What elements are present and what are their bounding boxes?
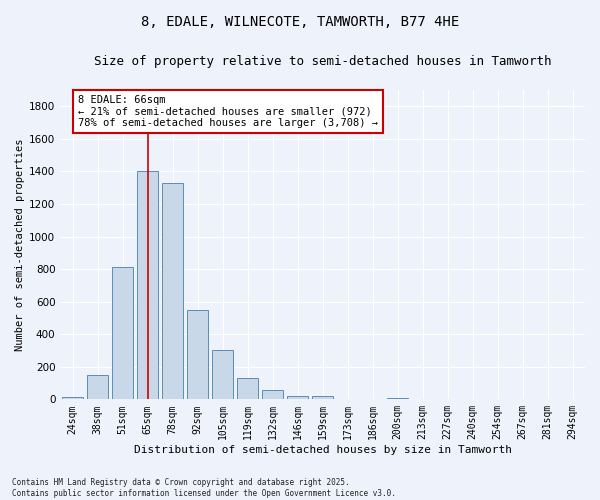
Bar (112, 268, 133, 400)
Bar (237, 378, 258, 400)
Y-axis label: Number of semi-detached properties: Number of semi-detached properties (15, 138, 25, 351)
X-axis label: Distribution of semi-detached houses by size in Tamworth: Distribution of semi-detached houses by … (134, 445, 512, 455)
Bar (62, 397, 83, 400)
Bar (562, 398, 583, 400)
Bar (312, 396, 333, 400)
Bar (162, 183, 184, 400)
Bar (212, 350, 233, 400)
Text: Contains HM Land Registry data © Crown copyright and database right 2025.
Contai: Contains HM Land Registry data © Crown c… (12, 478, 396, 498)
Bar (137, 172, 158, 400)
Bar (262, 390, 283, 400)
Title: Size of property relative to semi-detached houses in Tamworth: Size of property relative to semi-detach… (94, 55, 551, 68)
Bar (87, 375, 109, 400)
Bar (187, 310, 208, 400)
Bar (287, 396, 308, 400)
Text: 8, EDALE, WILNECOTE, TAMWORTH, B77 4HE: 8, EDALE, WILNECOTE, TAMWORTH, B77 4HE (141, 15, 459, 29)
Text: 8 EDALE: 66sqm
← 21% of semi-detached houses are smaller (972)
78% of semi-detac: 8 EDALE: 66sqm ← 21% of semi-detached ho… (78, 95, 378, 128)
Bar (387, 398, 408, 400)
